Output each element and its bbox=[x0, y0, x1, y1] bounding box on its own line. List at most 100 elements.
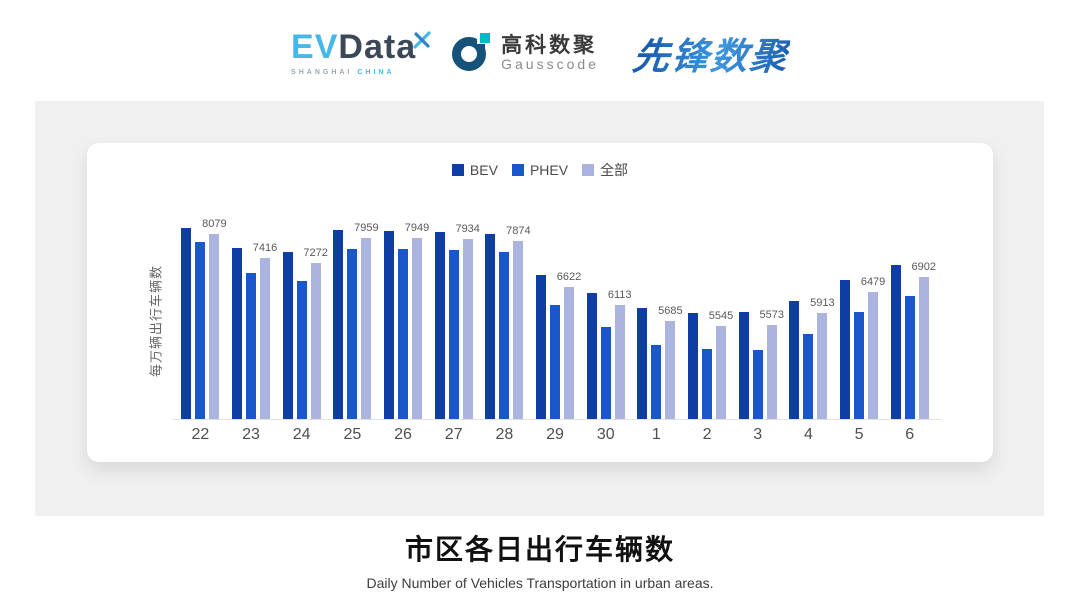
bar-bev-26[interactable] bbox=[384, 231, 395, 419]
bar-全部-26[interactable] bbox=[412, 238, 423, 419]
x-axis-labels: 22 23 24 25 26 27 28 29 30 1 2 3 4 5 6 bbox=[175, 426, 935, 444]
bar-phev-22[interactable] bbox=[195, 242, 206, 419]
bar-phev-3[interactable] bbox=[752, 350, 763, 419]
x-axis-label-6: 6 bbox=[905, 426, 915, 443]
bar-全部-3[interactable] bbox=[766, 325, 777, 419]
evdata-logo: EVData SHANGHAI CHINA bbox=[291, 28, 431, 76]
bar-phev-6[interactable] bbox=[904, 296, 915, 419]
legend-swatch-icon bbox=[511, 164, 524, 176]
bar-全部-23[interactable] bbox=[260, 258, 270, 419]
bar-全部-2[interactable] bbox=[716, 326, 727, 419]
bar-bev-4[interactable] bbox=[789, 301, 800, 419]
y-axis-title: 每万辆出行车辆数 bbox=[148, 264, 164, 377]
bar-value-label: 5545 bbox=[708, 310, 734, 322]
bar-全部-29[interactable] bbox=[564, 287, 575, 419]
chart-card: BEV PHEV 全部 每万辆出行车辆数 8079 7416 7272 7959 7949 7… bbox=[87, 143, 993, 462]
legend-label: PHEV bbox=[529, 162, 569, 178]
bar-bev-2[interactable] bbox=[688, 313, 699, 419]
bar-group-22: 8079 bbox=[175, 218, 227, 419]
x-axis-label-23: 23 bbox=[242, 426, 260, 443]
evdata-data-text: Data bbox=[338, 28, 417, 66]
bar-value-label: 7934 bbox=[455, 223, 480, 235]
bar-bev-5[interactable] bbox=[840, 280, 851, 419]
x-axis-label-4: 4 bbox=[803, 426, 813, 443]
bar-phev-26[interactable] bbox=[398, 249, 409, 419]
bar-phev-4[interactable] bbox=[803, 334, 814, 419]
bar-phev-27[interactable] bbox=[448, 250, 459, 419]
bar-group-30: 6113 bbox=[580, 222, 632, 419]
bar-value-label: 6479 bbox=[860, 276, 886, 288]
bar-bev-22[interactable] bbox=[181, 228, 192, 419]
bar-bev-1[interactable] bbox=[637, 308, 648, 419]
x-axis-label-29: 29 bbox=[546, 426, 564, 443]
bar-phev-28[interactable] bbox=[499, 252, 510, 419]
evdata-ev-text: EV bbox=[291, 28, 339, 66]
bar-全部-22[interactable] bbox=[209, 234, 220, 419]
evdata-china-text: CHINA bbox=[357, 69, 395, 76]
bar-全部-25[interactable] bbox=[361, 238, 372, 419]
bar-value-label: 8079 bbox=[202, 218, 227, 230]
bar-phev-30[interactable] bbox=[600, 327, 611, 419]
bar-value-label: 6113 bbox=[607, 289, 632, 301]
bar-bev-30[interactable] bbox=[586, 293, 597, 419]
bar-全部-1[interactable] bbox=[665, 321, 676, 419]
legend-swatch-icon bbox=[582, 164, 595, 176]
bar-bev-3[interactable] bbox=[738, 312, 749, 419]
bar-group-26: 7949 bbox=[378, 222, 429, 419]
bar-全部-28[interactable] bbox=[513, 241, 524, 419]
legend-item-phev[interactable]: PHEV bbox=[511, 162, 569, 178]
x-axis-label-1: 1 bbox=[651, 426, 661, 443]
gausscode-g-icon bbox=[450, 30, 495, 74]
bar-phev-24[interactable] bbox=[296, 281, 307, 419]
x-axis-label-5: 5 bbox=[854, 426, 864, 443]
gausscode-cn-text: 高科数聚 bbox=[501, 33, 598, 57]
legend-label: 全部 bbox=[600, 162, 629, 178]
bar-全部-24[interactable] bbox=[310, 263, 321, 419]
bar-phev-2[interactable] bbox=[702, 349, 713, 419]
bar-bev-23[interactable] bbox=[232, 248, 242, 419]
bar-phev-5[interactable] bbox=[854, 312, 865, 419]
bar-bev-24[interactable] bbox=[282, 252, 293, 419]
bar-group-25: 7959 bbox=[327, 222, 379, 419]
chart-panel: BEV PHEV 全部 每万辆出行车辆数 8079 7416 7272 7959 7949 7… bbox=[35, 101, 1044, 516]
bar-phev-23[interactable] bbox=[246, 273, 256, 419]
bar-全部-6[interactable] bbox=[918, 277, 929, 419]
bar-group-27: 7934 bbox=[428, 222, 480, 419]
bar-bev-25[interactable] bbox=[333, 230, 344, 419]
header-logo-row: EVData SHANGHAI CHINA 高科数聚 Gausscode 先锋数… bbox=[0, 18, 1080, 88]
bar-phev-25[interactable] bbox=[347, 249, 358, 419]
bar-value-label: 7272 bbox=[303, 247, 328, 259]
chart-legend: BEV PHEV 全部 bbox=[87, 162, 993, 178]
bar-全部-30[interactable] bbox=[614, 305, 625, 419]
chart-subtitle: Daily Number of Vehicles Transportation … bbox=[366, 575, 714, 591]
plot-area: 8079 7416 7272 7959 7949 7934 7874 6622 6113 5685… bbox=[175, 218, 936, 419]
legend-item-全部[interactable]: 全部 bbox=[582, 160, 628, 180]
x-axis-label-2: 2 bbox=[702, 426, 712, 443]
x-axis-label-24: 24 bbox=[292, 426, 311, 443]
bar-group-28: 7874 bbox=[479, 222, 531, 419]
bar-value-label: 7949 bbox=[404, 222, 430, 234]
x-axis-label-28: 28 bbox=[495, 426, 514, 443]
bar-group-4: 5913 bbox=[783, 222, 835, 419]
bar-value-label: 7959 bbox=[354, 222, 379, 234]
legend-item-bev[interactable]: BEV bbox=[451, 162, 498, 178]
bar-value-label: 5573 bbox=[759, 309, 784, 321]
x-axis-label-27: 27 bbox=[444, 426, 463, 443]
bar-value-label: 6902 bbox=[911, 261, 936, 273]
bar-全部-4[interactable] bbox=[817, 313, 828, 419]
bar-bev-6[interactable] bbox=[890, 265, 901, 419]
chart-caption: 市区各日出行车辆数 Daily Number of Vehicles Trans… bbox=[0, 528, 1080, 591]
bar-phev-1[interactable] bbox=[651, 345, 662, 419]
x-axis-label-30: 30 bbox=[596, 426, 615, 443]
bar-全部-5[interactable] bbox=[868, 292, 879, 419]
gausscode-text: 高科数聚 Gausscode bbox=[501, 33, 599, 72]
bar-bev-29[interactable] bbox=[536, 275, 547, 419]
x-axis-line bbox=[172, 419, 942, 420]
chart-title: 市区各日出行车辆数 bbox=[404, 534, 675, 565]
bar-bev-28[interactable] bbox=[485, 234, 496, 419]
bar-phev-29[interactable] bbox=[550, 305, 561, 419]
gausscode-en-text: Gausscode bbox=[501, 55, 599, 72]
bar-bev-27[interactable] bbox=[434, 232, 445, 419]
bar-全部-27[interactable] bbox=[462, 239, 473, 419]
bar-value-label: 7874 bbox=[506, 225, 531, 237]
